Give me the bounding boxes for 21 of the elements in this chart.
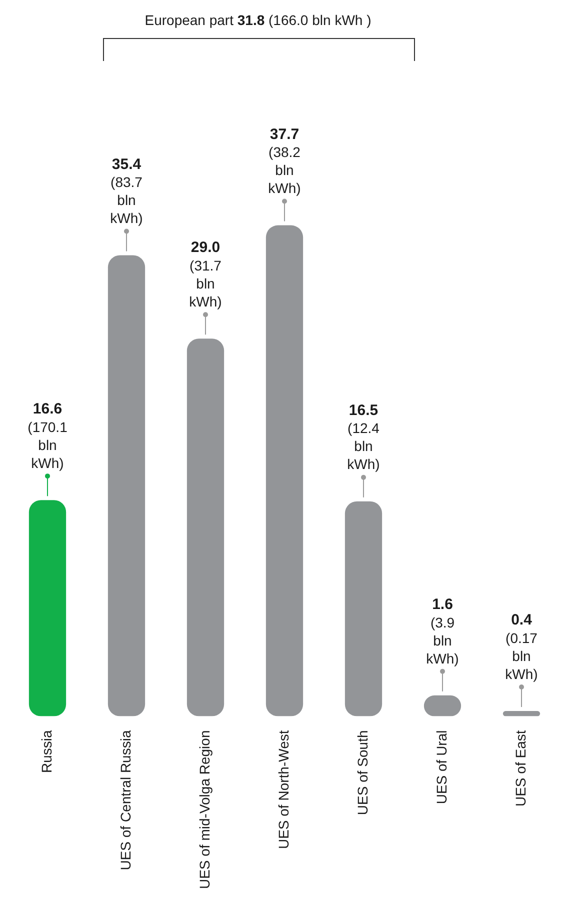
data-label: 1.6 (3.9 bln kWh) xyxy=(426,596,459,666)
data-label: 29.0 (31.7 bln kWh) xyxy=(189,239,222,310)
x-tick-label: UES of East xyxy=(512,730,528,807)
x-tick-label: Russia xyxy=(38,730,54,774)
data-label: 16.6 (170.1 bln kWh) xyxy=(28,400,68,471)
x-tick-label: UES of Central Russia xyxy=(117,730,134,870)
text: European part 31.8 (166.0 bln kWh ) xyxy=(144,12,372,28)
bar xyxy=(28,500,66,716)
bar xyxy=(108,255,146,716)
x-tick-label: UES of Ural xyxy=(433,730,450,804)
bar xyxy=(266,225,304,716)
bar xyxy=(502,711,540,716)
x-tick-label: UES of North-West xyxy=(275,730,292,850)
bar xyxy=(344,501,382,716)
data-label: 37.7 (38.2 bln kWh) xyxy=(268,126,301,196)
data-label: 16.5 (12.4 bln kWh) xyxy=(347,402,380,472)
data-label: 35.4 (83.7 bln kWh) xyxy=(110,156,143,226)
x-tick-label: UES of mid-Volga Region xyxy=(196,730,212,890)
x-tick-label: UES of South xyxy=(354,730,370,816)
data-label: 0.4 (0.17 bln kWh) xyxy=(505,612,538,682)
bar xyxy=(186,338,224,716)
